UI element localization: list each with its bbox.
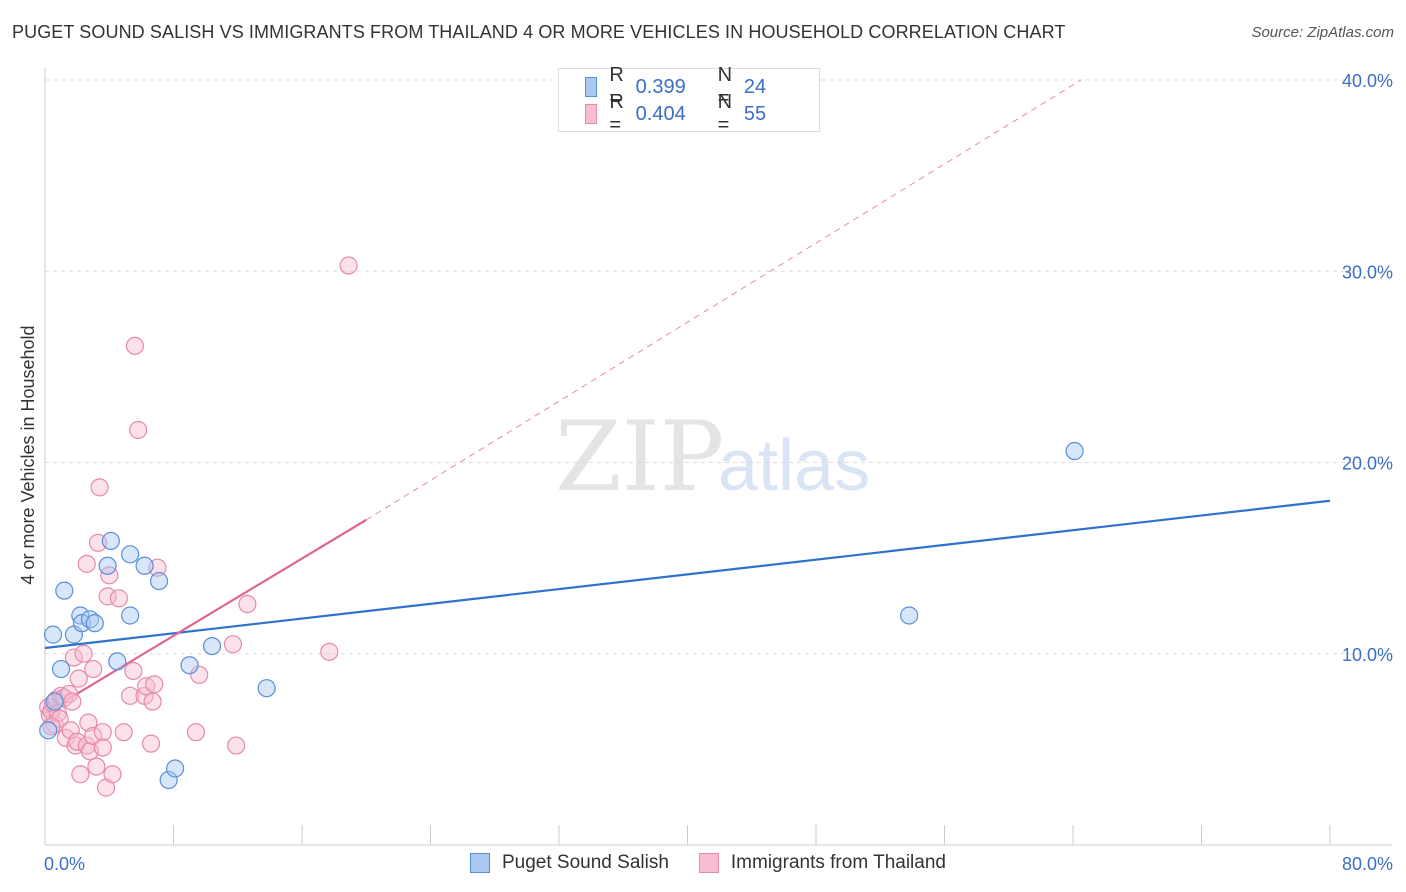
bottom-legend-swatch-pink (698, 853, 719, 873)
point-series1 (51, 659, 71, 679)
bottom-legend-swatch-blue (470, 853, 490, 873)
point-series1 (1065, 441, 1084, 461)
x-tick-label-min: 0.0% (44, 854, 85, 874)
trend-lines (44, 79, 1331, 714)
point-series1 (71, 606, 90, 625)
trend-line-series2 (44, 518, 367, 714)
bottom-legend: Puget Sound Salish Immigrants from Thail… (470, 852, 976, 874)
point-series2 (186, 723, 206, 742)
point-series2 (129, 420, 148, 440)
point-series1 (39, 721, 58, 740)
point-series1 (43, 625, 63, 644)
y-tick-label: 30.0% (1342, 262, 1393, 282)
point-series2 (63, 692, 82, 711)
point-series2 (77, 736, 96, 755)
point-series2 (109, 589, 128, 608)
point-series1 (135, 556, 154, 575)
point-series2 (84, 659, 103, 679)
point-series2 (79, 713, 98, 732)
point-series1 (900, 606, 919, 625)
point-series2 (339, 256, 358, 275)
point-series1 (108, 652, 127, 671)
gridlines (45, 79, 1392, 655)
legend-r-value: 0.399 (635, 75, 686, 98)
point-series1 (85, 614, 104, 633)
legend-swatch-blue (585, 77, 598, 97)
legend-r-label: R = (609, 91, 624, 136)
watermark-zip: ZIP (555, 401, 724, 513)
point-series2 (320, 642, 339, 661)
point-series2 (114, 723, 133, 742)
point-series2 (87, 757, 106, 776)
y-tick-label: 40.0% (1342, 71, 1393, 91)
point-series2 (125, 336, 145, 355)
y-tick-label: 10.0% (1342, 645, 1393, 665)
point-series2 (90, 478, 109, 497)
legend-row-series2: R = 0.404 N = 55 (585, 91, 826, 136)
point-series2 (145, 675, 164, 694)
y-axis-label: 4 or more Vehicles in Household (18, 325, 38, 584)
point-series2 (124, 661, 143, 681)
point-series1 (257, 679, 276, 698)
point-series1 (180, 656, 199, 675)
x-tick-label-max: 80.0% (1342, 854, 1393, 874)
point-series2 (93, 723, 112, 742)
legend-r-value: 0.404 (635, 102, 686, 125)
legend-row-series1: R = 0.399 N = 24 (585, 64, 826, 109)
legend-swatch-pink (585, 104, 598, 124)
legend-n-value: 55 (743, 102, 767, 125)
bottom-legend-series2: Immigrants from Thailand (698, 852, 946, 874)
point-series2 (141, 734, 161, 753)
source-label: Source: ZipAtlas.com (1251, 24, 1394, 41)
point-series2 (98, 587, 117, 606)
point-series1 (159, 770, 178, 790)
watermark-atlas: atlas (718, 426, 870, 506)
point-series2 (227, 736, 246, 755)
point-series1 (121, 545, 140, 564)
axes (44, 68, 1392, 846)
legend: R = 0.399 N = 24 R = 0.404 N = 55 (558, 64, 820, 136)
point-series2 (143, 692, 162, 711)
point-series2 (68, 732, 87, 751)
point-series1 (202, 636, 222, 656)
data-points (39, 256, 1084, 797)
tick-labels: 10.0% 20.0% 30.0% 40.0% 0.0% 80.0% (44, 71, 1393, 874)
point-series2 (74, 644, 93, 663)
point-series1 (121, 606, 140, 625)
point-series2 (223, 635, 243, 654)
point-series2 (71, 765, 90, 784)
point-series2 (103, 765, 122, 784)
point-series1 (166, 759, 185, 778)
point-series2 (121, 686, 140, 705)
point-series1 (101, 531, 120, 551)
point-series1 (45, 692, 64, 711)
chart-title: PUGET SOUND SALISH VS IMMIGRANTS FROM TH… (12, 22, 1066, 42)
bottom-legend-series1: Puget Sound Salish (470, 852, 669, 874)
point-series2 (64, 648, 84, 667)
point-series2 (69, 669, 88, 688)
legend-r-label: R = (609, 64, 624, 109)
legend-n-label: N = (717, 64, 733, 109)
y-tick-label: 20.0% (1342, 454, 1393, 474)
point-series2 (238, 594, 257, 614)
legend-n-value: 24 (743, 75, 767, 98)
trend-line-series1 (44, 499, 1331, 650)
bottom-legend-label-series1: Puget Sound Salish (502, 852, 669, 873)
point-series2 (77, 554, 96, 573)
point-series2 (93, 738, 112, 757)
point-series2 (190, 665, 209, 684)
point-series1 (55, 581, 74, 600)
point-series1 (98, 556, 117, 575)
trend-extension-series2 (365, 79, 1082, 521)
point-series1 (149, 571, 169, 591)
legend-n-label: N = (717, 91, 733, 136)
bottom-legend-label-series2: Immigrants from Thailand (730, 852, 946, 873)
